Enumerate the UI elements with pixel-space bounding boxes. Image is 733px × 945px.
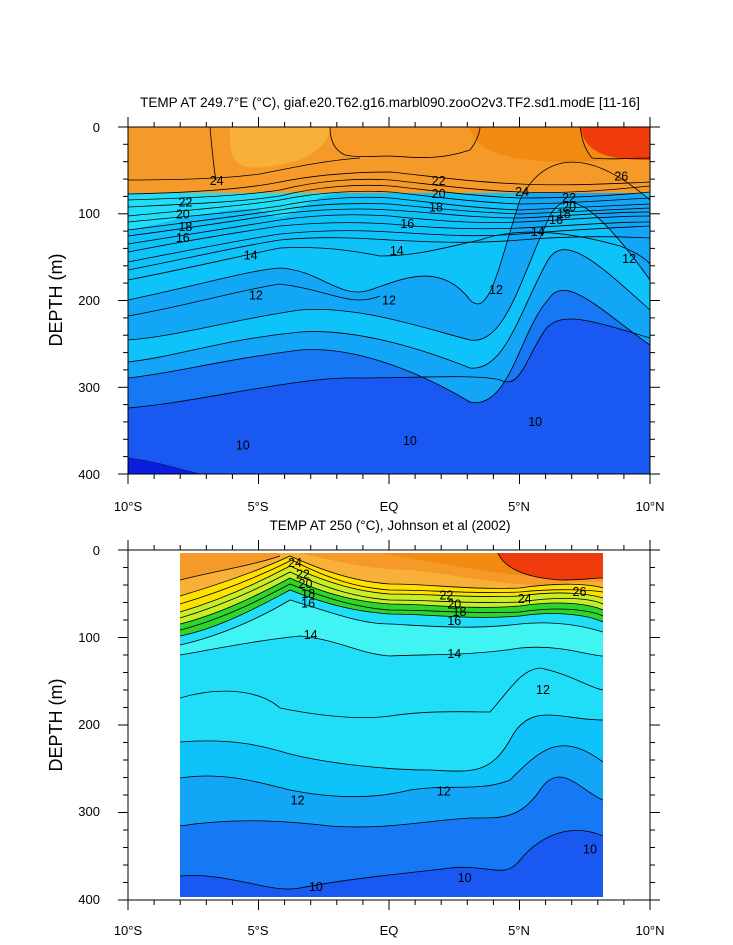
bottom-y-axis-title: DEPTH (m) <box>46 679 66 772</box>
contour-label-24: 24 <box>210 174 224 188</box>
contour-label-20: 20 <box>562 200 576 214</box>
contour-label-24: 24 <box>515 185 529 199</box>
contour-label-10: 10 <box>236 438 250 452</box>
bottom-ticks <box>118 540 660 910</box>
top-x-tick-5s: 5°S <box>247 499 268 514</box>
contour-label-10: 10 <box>458 871 472 885</box>
contour-label-14: 14 <box>447 647 461 661</box>
contour-label-20: 20 <box>299 577 313 591</box>
contour-label-18: 18 <box>301 587 315 601</box>
bottom-chart-title: TEMP AT 250 (°C), Johnson et al (2002) <box>269 518 510 533</box>
contour-label-14: 14 <box>304 628 318 642</box>
bottom-x-tick-5n: 5°N <box>508 923 530 938</box>
bottom-panel: TEMP AT 250 (°C), Johnson et al (2002) <box>46 518 665 938</box>
contour-label-16: 16 <box>301 596 315 610</box>
contour-label-10: 10 <box>309 880 323 894</box>
contour-label-10: 10 <box>583 842 597 856</box>
bottom-x-tick-10s: 10°S <box>114 923 143 938</box>
top-y-tick-0: 0 <box>93 120 100 135</box>
bottom-contour-fill <box>180 553 603 897</box>
contour-label-12: 12 <box>382 294 396 308</box>
top-chart-title: TEMP AT 249.7°E (°C), giaf.e20.T62.g16.m… <box>140 95 640 110</box>
contour-label-10: 10 <box>403 434 417 448</box>
bottom-y-tick-100: 100 <box>78 630 100 645</box>
contour-label-16: 16 <box>447 614 461 628</box>
contour-label-12: 12 <box>536 683 550 697</box>
top-x-tick-eq: EQ <box>380 499 399 514</box>
contour-label-18: 18 <box>178 220 192 234</box>
contour-label-20: 20 <box>176 208 190 222</box>
contour-label-20: 20 <box>432 187 446 201</box>
band-red-east <box>580 127 650 160</box>
top-y-tick-300: 300 <box>78 380 100 395</box>
contour-label-22: 22 <box>432 174 446 188</box>
contour-label-16: 16 <box>176 231 190 245</box>
contour-label-16: 16 <box>400 217 414 231</box>
contour-label-12: 12 <box>489 283 503 297</box>
contour-label-20: 20 <box>447 597 461 611</box>
top-contour-labels: 2422201816141222201816141212242622201816… <box>176 169 636 452</box>
contour-label-24: 24 <box>288 556 302 570</box>
top-y-tick-400: 400 <box>78 467 100 482</box>
contour-label-18: 18 <box>429 201 443 215</box>
contour-label-26: 26 <box>614 169 628 183</box>
top-x-tick-5n: 5°N <box>508 499 530 514</box>
contour-label-12: 12 <box>437 785 451 799</box>
contour-label-22: 22 <box>178 196 192 210</box>
contour-label-14: 14 <box>390 244 404 258</box>
contour-label-26: 26 <box>573 585 587 599</box>
top-y-axis-title: DEPTH (m) <box>46 254 66 347</box>
contour-label-16: 16 <box>549 213 563 227</box>
bottom-y-tick-400: 400 <box>78 892 100 907</box>
bottom-y-tick-300: 300 <box>78 804 100 819</box>
contour-label-12: 12 <box>291 793 305 807</box>
contour-label-22: 22 <box>439 589 453 603</box>
top-contour-lines <box>128 127 650 474</box>
top-x-tick-10n: 10°N <box>635 499 664 514</box>
top-panel: TEMP AT 249.7°E (°C), giaf.e20.T62.g16.m… <box>46 95 665 514</box>
top-x-tick-10s: 10°S <box>114 499 143 514</box>
top-contour-fill <box>128 127 650 474</box>
bottom-x-tick-10n: 10°N <box>635 923 664 938</box>
contour-label-12: 12 <box>622 252 636 266</box>
contour-label-24: 24 <box>518 592 532 606</box>
band-orange-light-west <box>229 127 330 168</box>
bottom-y-tick-200: 200 <box>78 717 100 732</box>
contour-label-18: 18 <box>453 605 467 619</box>
bottom-contour-lines <box>180 553 603 890</box>
contour-label-22: 22 <box>562 191 576 205</box>
contour-label-10: 10 <box>528 415 542 429</box>
contour-label-14: 14 <box>531 225 545 239</box>
top-y-tick-200: 200 <box>78 293 100 308</box>
bottom-y-tick-0: 0 <box>93 543 100 558</box>
contour-label-12: 12 <box>249 288 263 302</box>
top-ticks <box>118 117 660 484</box>
bottom-x-tick-5s: 5°S <box>247 923 268 938</box>
top-y-tick-100: 100 <box>78 206 100 221</box>
bottom-x-tick-eq: EQ <box>380 923 399 938</box>
contour-label-18: 18 <box>557 207 571 221</box>
contour-label-14: 14 <box>244 248 258 262</box>
contour-label-22: 22 <box>296 568 310 582</box>
